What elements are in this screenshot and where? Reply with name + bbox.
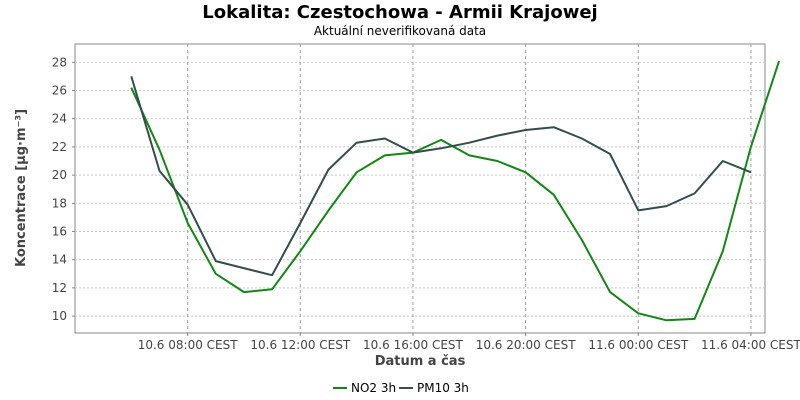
y-tick-label: 12 [52, 281, 67, 295]
series-line-no2 [130, 60, 781, 322]
x-axis: 10.6 08:00 CEST 10.6 12:00 CEST 10.6 16:00… [138, 333, 800, 352]
plot-area [74, 43, 766, 334]
y-tick-label: 16 [52, 224, 67, 238]
chart-subtitle: Aktuální neverifikovaná data [314, 24, 486, 38]
y-tick-label: 20 [52, 168, 67, 182]
x-tick-label: 10.6 20:00 CEST [476, 338, 577, 352]
chart-title: Lokalita: Czestochowa - Armii Krajowej [202, 2, 597, 23]
series-group [130, 60, 781, 322]
x-tick-label: 10.6 12:00 CEST [250, 338, 351, 352]
legend: NO2 3h PM10 3h [333, 381, 469, 395]
legend-label: PM10 3h [417, 381, 469, 395]
x-tick-label: 10.6 08:00 CEST [138, 338, 239, 352]
grid [75, 44, 765, 333]
y-axis: 10 12 14 16 18 20 22 24 26 28 [52, 55, 75, 323]
x-tick-label: 11.6 04:00 CEST [701, 338, 800, 352]
y-tick-label: 22 [52, 140, 67, 154]
y-tick-label: 14 [52, 253, 67, 267]
y-tick-label: 10 [52, 309, 67, 323]
series-line-pm10 [130, 76, 752, 277]
x-tick-label: 11.6 00:00 CEST [588, 338, 689, 352]
x-axis-label: Datum a čas [375, 354, 466, 369]
x-tick-label: 10.6 16:00 CEST [363, 338, 464, 352]
y-tick-label: 28 [52, 55, 67, 69]
legend-label: NO2 3h [351, 381, 396, 395]
y-axis-label: Koncentrace [µg·m⁻³] [14, 109, 29, 267]
y-tick-label: 26 [52, 84, 67, 98]
y-tick-label: 18 [52, 196, 67, 210]
y-tick-label: 24 [52, 112, 67, 126]
